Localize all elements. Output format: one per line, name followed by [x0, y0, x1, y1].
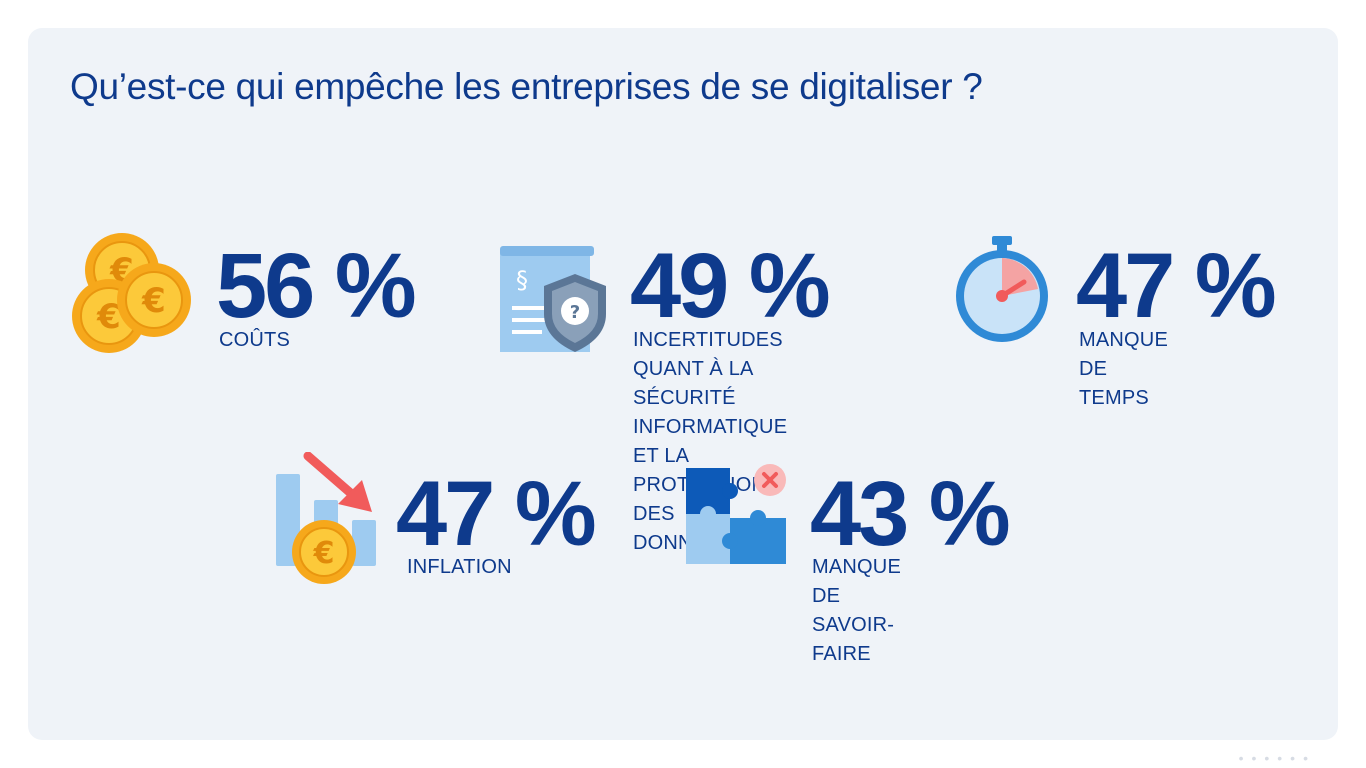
- stat-value: 47 %: [1076, 235, 1277, 337]
- puzzle-pieces-icon: [686, 464, 786, 564]
- stat-value: 43 %: [810, 463, 1011, 565]
- svg-text:€: €: [313, 536, 335, 571]
- stat-label: COÛTS: [219, 329, 290, 351]
- svg-text:?: ?: [570, 302, 580, 323]
- svg-text:€: €: [96, 297, 121, 337]
- stat-label: MANQUE DE SAVOIR-FAIRE: [812, 556, 901, 665]
- document-shield-icon: § ?: [500, 246, 606, 352]
- declining-chart-coin-icon: €: [276, 452, 376, 584]
- svg-text:€: €: [141, 281, 166, 321]
- stat-value: 56 %: [216, 235, 417, 337]
- euro-coins-icon: € € €: [72, 233, 191, 353]
- decorative-dots: ••••••: [1238, 750, 1316, 766]
- stopwatch-icon: [956, 236, 1048, 342]
- stat-label: MANQUE DE TEMPS: [1079, 329, 1168, 409]
- stat-value: 49 %: [630, 235, 831, 337]
- svg-text:§: §: [516, 266, 528, 294]
- stat-label: INFLATION: [407, 556, 512, 578]
- infographic-panel: [28, 28, 1338, 740]
- stat-value: 47 %: [396, 463, 597, 565]
- page-title: Qu’est-ce qui empêche les entreprises de…: [70, 66, 983, 107]
